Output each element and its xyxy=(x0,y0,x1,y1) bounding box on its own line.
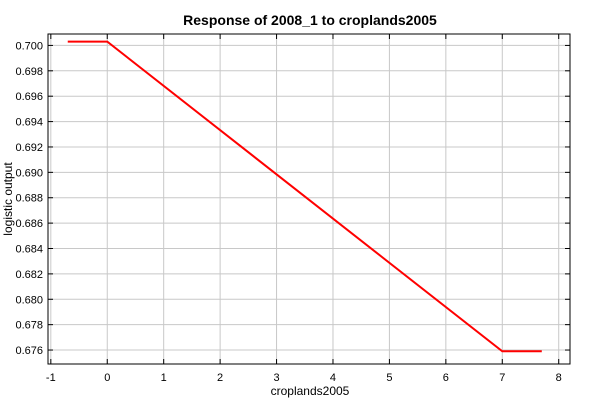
series-layer xyxy=(67,40,542,353)
x-tick-label: 5 xyxy=(386,372,392,384)
x-tick-label: 4 xyxy=(330,372,336,384)
y-tick-label: 0.698 xyxy=(15,66,43,78)
grid-lines xyxy=(48,34,570,364)
x-tick-label: 8 xyxy=(556,372,562,384)
y-tick-label: 0.690 xyxy=(15,167,43,179)
y-axis-label: logistic output xyxy=(1,162,15,236)
y-tick-label: 0.678 xyxy=(15,320,43,332)
tick-marks xyxy=(48,34,570,364)
y-tick-label: 0.680 xyxy=(15,294,43,306)
x-tick-label: 0 xyxy=(104,372,110,384)
y-tick-label: 0.688 xyxy=(15,193,43,205)
x-tick-label: 3 xyxy=(273,372,279,384)
y-tick-label: 0.694 xyxy=(15,117,43,129)
y-tick-label: 0.686 xyxy=(15,218,43,230)
y-tick-label: 0.700 xyxy=(15,40,43,52)
x-tick-label: 7 xyxy=(499,372,505,384)
x-tick-label: 1 xyxy=(161,372,167,384)
y-tick-labels: 0.676 0.678 0.680 0.682 0.684 0.686 0.688 0.690… xyxy=(15,40,43,357)
x-axis-label: croplands2005 xyxy=(271,384,350,398)
y-tick-label: 0.692 xyxy=(15,142,43,154)
chart-title: Response of 2008_1 to croplands2005 xyxy=(183,12,437,28)
y-tick-label: 0.696 xyxy=(15,91,43,103)
plot-frame xyxy=(47,33,571,365)
y-tick-label: 0.682 xyxy=(15,269,43,281)
x-tick-label: 6 xyxy=(443,372,449,384)
y-tick-label: 0.684 xyxy=(15,244,43,256)
x-tick-label: 2 xyxy=(217,372,223,384)
x-tick-labels: -1 0 1 2 3 4 5 6 7 8 xyxy=(46,372,562,384)
y-tick-label: 0.676 xyxy=(15,345,43,357)
response-curve xyxy=(67,40,542,353)
x-tick-label: -1 xyxy=(46,372,56,384)
